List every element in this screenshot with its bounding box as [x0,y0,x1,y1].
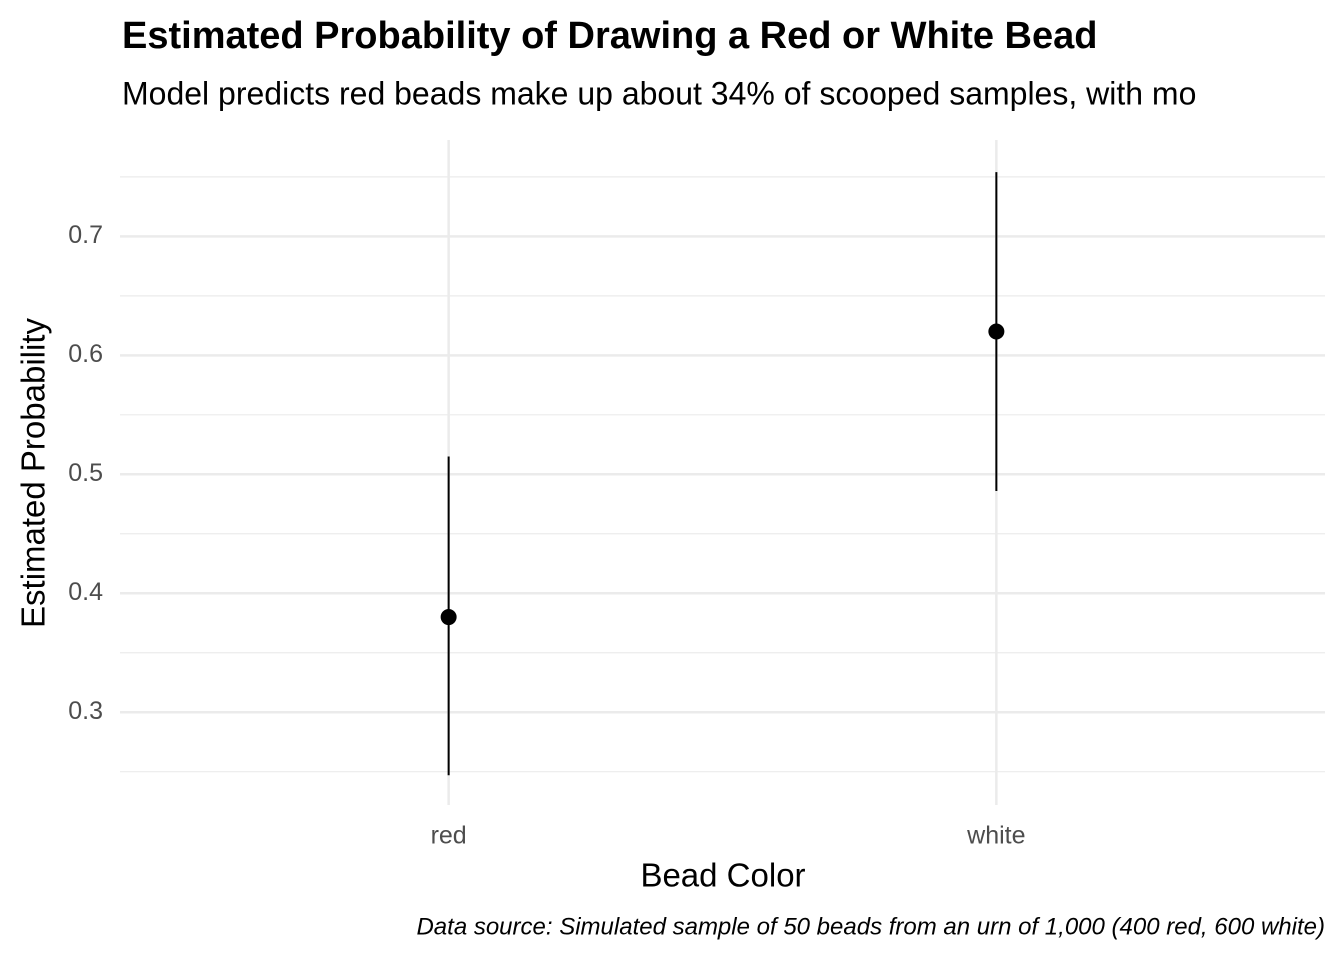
caption: Data source: Simulated sample of 50 bead… [416,913,1325,940]
y-tick-label: 0.5 [68,459,103,487]
y-tick-label: 0.3 [68,697,103,725]
y-axis-title: Estimated Probability [15,318,52,628]
y-tick-label: 0.6 [68,340,103,368]
x-axis-title: Bead Color [640,857,805,894]
x-tick-label: red [431,822,467,850]
x-tick-label: white [966,822,1025,850]
point [988,323,1005,340]
chart-subtitle: Model predicts red beads make up about 3… [122,75,1196,111]
y-tick-label: 0.7 [68,221,103,249]
point [440,609,457,626]
chart-title: Estimated Probability of Drawing a Red o… [122,15,1097,57]
y-tick-label: 0.4 [68,578,103,606]
